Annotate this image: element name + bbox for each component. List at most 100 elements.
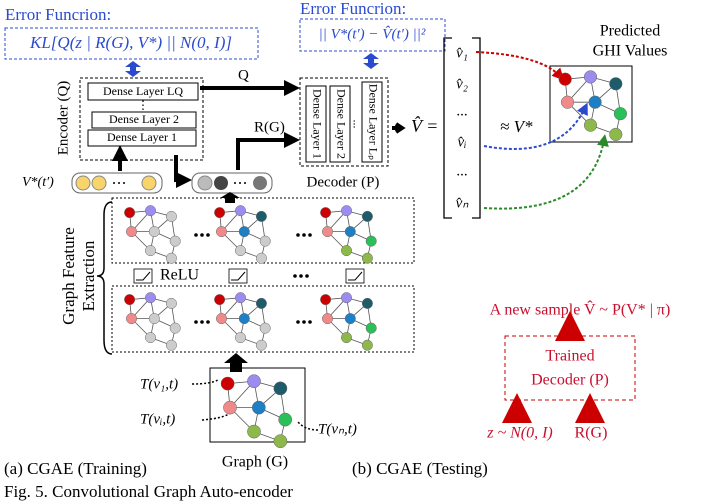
graph-node bbox=[170, 323, 180, 333]
graph-node bbox=[322, 313, 332, 323]
layer-label: ⋮ bbox=[137, 98, 149, 112]
ellipsis-dot bbox=[299, 274, 303, 278]
graph-node bbox=[166, 340, 176, 350]
graph-node bbox=[584, 71, 597, 84]
map-arrow bbox=[484, 140, 604, 209]
arrow bbox=[176, 155, 184, 180]
graph-node bbox=[366, 236, 376, 246]
graph-node bbox=[124, 207, 134, 217]
graph-node bbox=[126, 226, 136, 236]
rg-label: R(G) bbox=[254, 119, 285, 135]
graph-node bbox=[260, 323, 270, 333]
graph-node bbox=[223, 401, 236, 414]
graph-node bbox=[322, 226, 332, 236]
vector-entry: ... bbox=[456, 163, 467, 179]
graph-node bbox=[256, 298, 266, 308]
decoder-label: Trained bbox=[545, 348, 594, 365]
encoder-label: Encoder (Q) bbox=[55, 81, 71, 156]
arrow bbox=[392, 124, 402, 132]
graph-node bbox=[145, 292, 155, 302]
graph-node bbox=[345, 313, 355, 323]
graph-node bbox=[589, 96, 602, 109]
ellipsis-dot bbox=[296, 233, 300, 237]
vector-entry: v̂₂ bbox=[456, 76, 468, 92]
graph-node bbox=[235, 292, 245, 302]
ellipsis-dot bbox=[308, 233, 312, 237]
graph-node bbox=[235, 332, 245, 342]
graph-node bbox=[366, 323, 376, 333]
error-label: Error Funcrion: bbox=[300, 0, 406, 18]
vector-entry: v̂ᵢ bbox=[457, 134, 466, 150]
graph-node bbox=[239, 226, 249, 236]
ellipsis-dot bbox=[194, 320, 198, 324]
double-arrow bbox=[125, 61, 141, 77]
graph-node bbox=[320, 294, 330, 304]
graph-node bbox=[214, 207, 224, 217]
graph-node bbox=[239, 313, 249, 323]
node-label: T(v₁,t) bbox=[140, 376, 178, 392]
ellipsis-dot bbox=[200, 233, 204, 237]
graph-node bbox=[559, 73, 572, 86]
layer-label: Dense Layer LQ bbox=[103, 84, 183, 98]
graph-node bbox=[609, 77, 622, 90]
graph-node bbox=[145, 332, 155, 342]
layer-label: Dense Layer 1 bbox=[310, 89, 324, 159]
vector-entry: ... bbox=[456, 103, 467, 119]
vector-entry: v̂₁ bbox=[456, 45, 468, 61]
relu-icon bbox=[136, 272, 150, 280]
bracket bbox=[444, 38, 480, 218]
ellipsis-dot bbox=[302, 233, 306, 237]
graph-node bbox=[362, 211, 372, 221]
mse-formula: || V*(t′) − V̂(t′) ||² bbox=[319, 26, 426, 42]
relu-icon bbox=[134, 269, 152, 283]
relu-icon bbox=[231, 272, 245, 280]
graph-node bbox=[247, 425, 260, 438]
graph-node bbox=[609, 128, 622, 141]
kl-formula: KL[Q(z | R(G), V*) || N(0, I)] bbox=[29, 33, 232, 52]
graph-node bbox=[561, 96, 574, 109]
graph-node bbox=[235, 205, 245, 215]
graph-label: Graph (G) bbox=[222, 454, 288, 471]
ellipsis-dot bbox=[296, 320, 300, 324]
graph-node bbox=[170, 236, 180, 246]
graph-node bbox=[274, 382, 287, 395]
graph-node bbox=[235, 245, 245, 255]
q-label: Q bbox=[238, 67, 249, 83]
graph-node bbox=[166, 253, 176, 263]
sample-label: A new sample V̂ ~ P(V* | π) bbox=[490, 300, 671, 319]
node-label: T(vᵢ,t) bbox=[140, 411, 175, 427]
graph-node bbox=[166, 211, 176, 221]
vhat-label: V̂ = bbox=[411, 116, 438, 136]
relu-icon bbox=[348, 272, 362, 280]
graph-node bbox=[341, 205, 351, 215]
graph-node bbox=[149, 313, 159, 323]
gfe-label: Graph Feature bbox=[59, 227, 78, 325]
graph-node bbox=[274, 435, 287, 448]
graph-node bbox=[362, 340, 372, 350]
predicted-label: Predicted bbox=[600, 23, 660, 40]
map-arrow bbox=[476, 52, 560, 76]
graph-node bbox=[145, 205, 155, 215]
layer-label: Dense Layer Lₚ bbox=[366, 84, 380, 160]
error-label: Error Funcrion: bbox=[5, 5, 111, 24]
graph-node bbox=[256, 340, 266, 350]
graph-node bbox=[345, 226, 355, 236]
layer-label: Dense Layer 2 bbox=[109, 112, 179, 126]
input-label: V*(t′) bbox=[22, 175, 54, 190]
relu-label: ReLU bbox=[160, 267, 200, 284]
decoder-label: Decoder (P) bbox=[531, 372, 609, 389]
graph-node bbox=[216, 313, 226, 323]
ellipsis-dot bbox=[206, 233, 210, 237]
graph-node bbox=[341, 245, 351, 255]
ellipsis-dot bbox=[206, 320, 210, 324]
relu-icon bbox=[346, 269, 364, 283]
graph-node bbox=[247, 375, 260, 388]
figure: Error Funcrion: KL[Q(z | R(G), V*) || N(… bbox=[0, 0, 715, 504]
layer-label: Dense Layer 1 bbox=[107, 130, 177, 144]
graph-node bbox=[341, 332, 351, 342]
graph-node bbox=[124, 294, 134, 304]
trained-decoder-box bbox=[505, 336, 635, 400]
graph-node bbox=[320, 207, 330, 217]
double-arrow bbox=[363, 53, 379, 69]
graph-node bbox=[362, 253, 372, 263]
